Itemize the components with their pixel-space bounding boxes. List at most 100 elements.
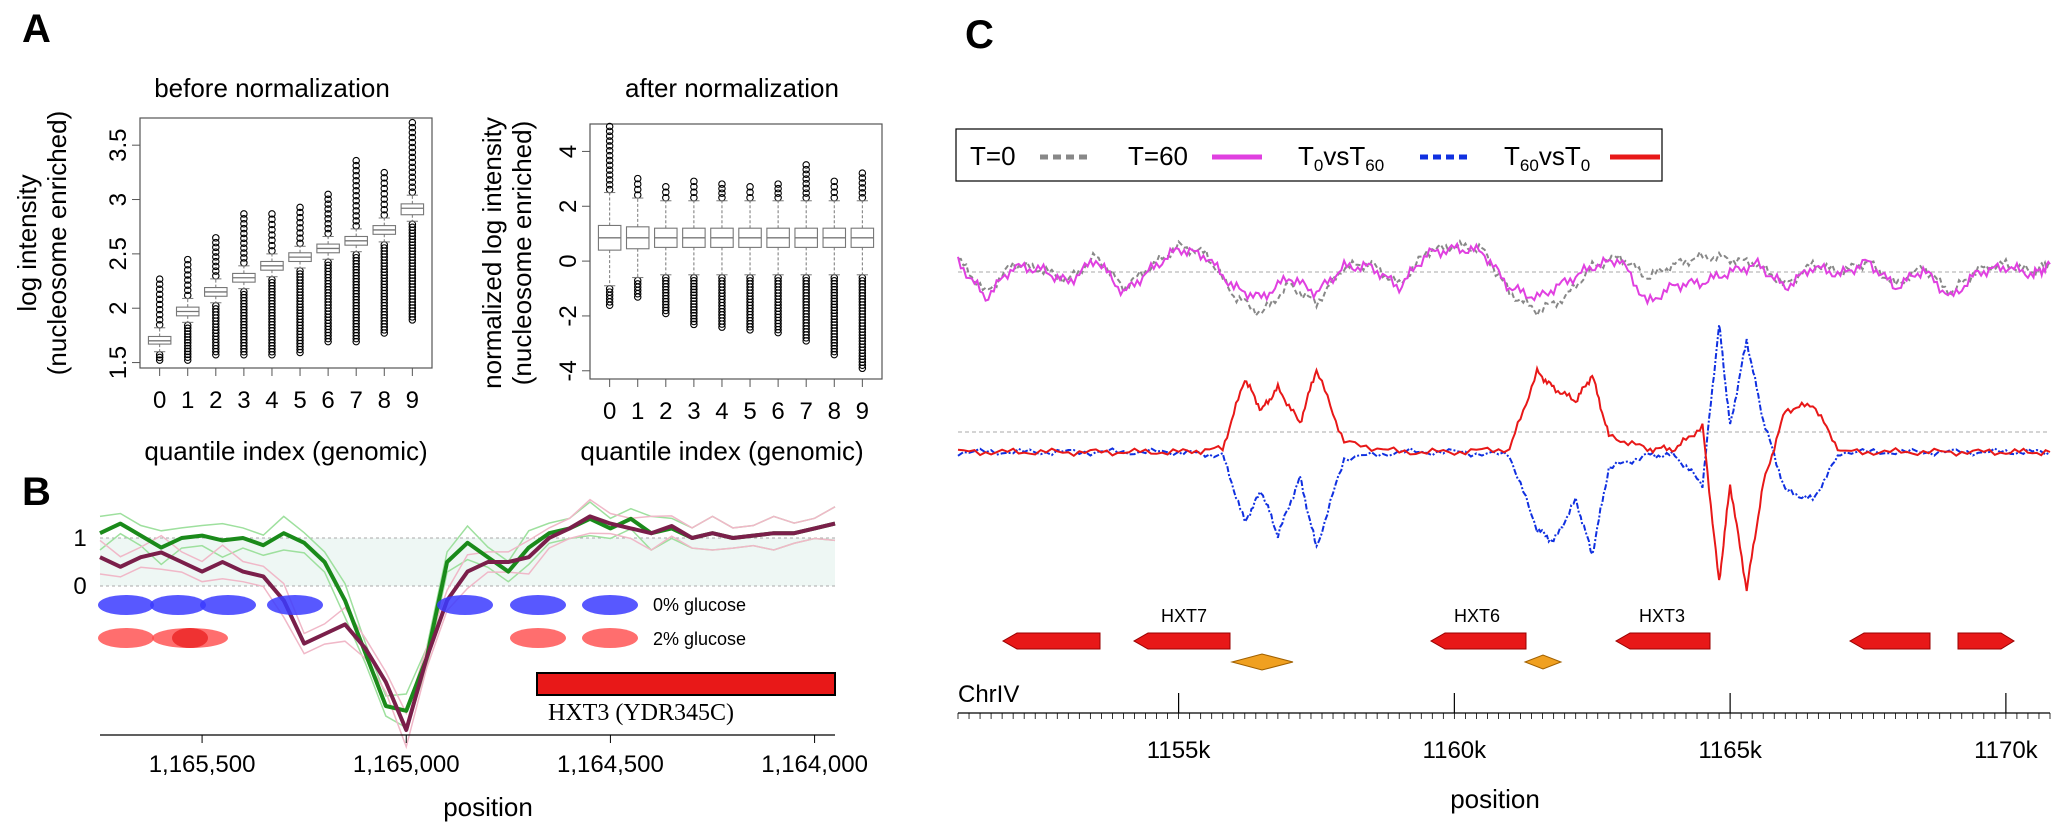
outlier-point [605,180,614,189]
nucleosome [172,628,208,648]
outlier-point [633,174,642,183]
outlier-point [690,317,698,326]
outlier-point [268,350,276,359]
box1-ylabel-line2: (nucleosome enriched) [42,111,72,375]
outlier-point [324,334,332,343]
outlier-point [183,255,192,264]
outlier-point [155,356,164,364]
c-legend-t60vst0-text: T60vsT0 [1504,141,1590,175]
outlier-point [774,184,782,193]
outlier-point [183,347,192,356]
nucleosome [510,595,566,615]
outlier-point [690,183,698,191]
outlier-point [408,183,417,191]
x-tick-label: 9 [406,387,419,414]
outlier-point [352,166,360,175]
outlier-point [155,290,164,299]
outlier-point [296,213,304,222]
box1-frame [139,117,433,369]
outlier-point [268,226,276,234]
b-nucleosomes-2pct [98,628,638,648]
outlier-point [662,183,670,191]
outlier-point [830,177,839,186]
outlier-point [408,118,417,127]
outlier-point [352,202,360,210]
box2-ylabel-line2: (nucleosome enriched) [507,121,537,385]
outlier-point [605,151,614,160]
outlier-point [408,143,417,152]
x-tick-label: 1165k [1698,737,1763,764]
outlier-point [718,180,726,188]
outlier-point [690,297,698,305]
outlier-point [802,334,810,342]
x-tick-label: 3 [237,387,250,414]
legend-part: vsT [1539,141,1581,171]
outlier-point [240,244,248,252]
outlier-point [183,336,192,344]
y-tick-label: 2.5 [105,237,132,270]
outlier-point [690,291,698,300]
x-tick-label: 1170k [1974,737,2039,764]
outlier-point [212,234,220,242]
outlier-point [380,329,389,337]
outlier-point [830,183,839,191]
x-tick-label: 1155k [1147,737,1212,764]
outlier-point [324,215,332,223]
x-tick-label: 1 [631,398,644,425]
c-legend-t0vst60: T0vsT60 [1298,141,1384,175]
x-tick-label: 4 [265,387,278,414]
outlier-point [352,187,360,195]
outlier-point [605,171,614,179]
y-tick-label: 3.5 [105,128,132,161]
outlier-point [605,122,614,131]
y-tick-label: 4 [555,145,582,158]
outlier-point [690,279,698,288]
outlier-point [183,338,192,347]
outlier-point [212,238,220,247]
outlier-point [408,153,417,162]
outlier-point [240,210,248,218]
legend-part: T [1298,141,1314,171]
outlier-point [690,306,698,314]
outlier-point [352,217,360,225]
outlier-point [212,243,220,252]
outlier-point [858,174,867,182]
outlier-point [746,323,754,331]
outlier-point [830,188,839,197]
y-tick-label: 1 [73,525,86,552]
outlier-point [605,132,614,140]
x-tick-label: 3 [687,398,700,425]
x-tick-label: 1,164,500 [557,751,664,778]
outlier-point [324,224,332,233]
b-legend-0pct: 0% glucose [653,595,746,615]
outlier-point [774,189,782,197]
outlier-point [690,276,698,285]
b-xlabel: position [443,792,533,822]
outlier-point [605,298,614,306]
nucleosome [98,628,154,648]
outlier-point [380,174,389,182]
x-tick-label: 8 [828,398,841,425]
outlier-point [183,330,192,338]
outlier-point [268,236,276,245]
y-tick-label: -2 [555,305,582,326]
outlier-point [155,275,164,283]
box1-xlabel: quantile index (genomic) [144,436,427,466]
outlier-point [605,142,614,150]
legend-part: vsT [1323,141,1365,171]
outlier-point [296,234,304,242]
outlier-point [155,300,164,309]
outlier-point [633,185,642,194]
c-genes [1001,632,2015,671]
outlier-point [690,311,698,320]
outlier-point [268,241,276,250]
panel-letter-b: B [22,470,51,514]
outlier-point [352,337,360,346]
outlier-point [183,281,192,289]
replicate-line [99,498,836,716]
outlier-point [408,163,417,172]
gene-arrow [1001,632,1101,650]
feature-diamond [1523,654,1563,670]
outlier-point [352,156,360,165]
